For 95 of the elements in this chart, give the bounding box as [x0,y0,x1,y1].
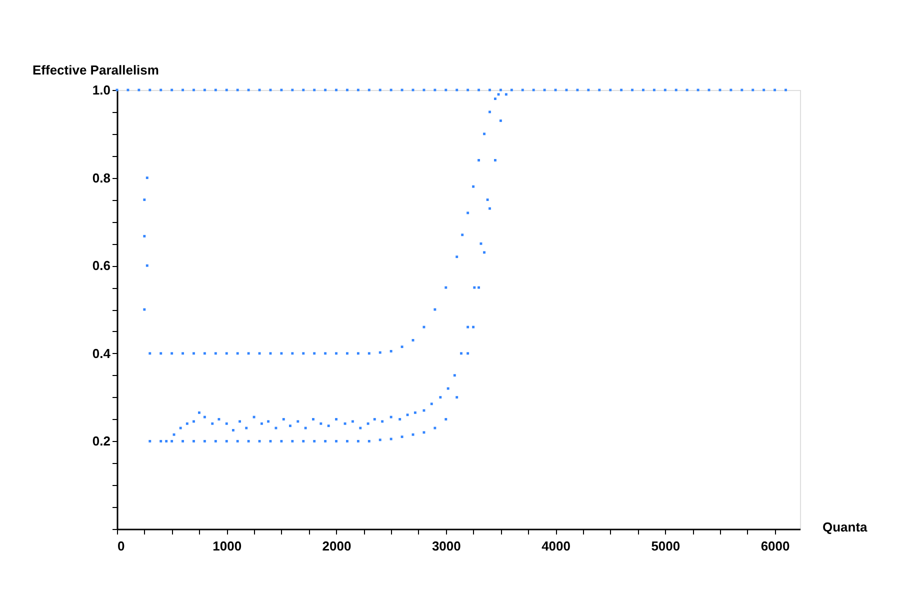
point [236,352,239,355]
point [304,426,307,430]
point [280,440,283,442]
point [378,438,382,442]
point [203,352,206,355]
point [430,402,433,406]
y-tick-label: 0.6 [92,258,110,274]
point [203,440,206,442]
point [247,440,250,442]
point [478,286,480,289]
point [351,420,354,423]
point [381,420,384,423]
y-tick-label: 1.0 [92,82,110,98]
point [366,422,370,425]
point [148,352,152,355]
point [170,352,174,355]
point [252,416,256,418]
x-tick-label: 6000 [760,538,790,554]
point [453,374,456,377]
x-tick-label: 5000 [651,538,680,554]
point [320,422,322,425]
point [313,440,316,442]
point [456,396,458,399]
point [288,424,292,428]
point [344,422,346,425]
point [214,352,217,355]
x-tick-label: 4000 [542,538,570,554]
point [461,234,464,236]
point [439,396,442,399]
point [179,426,182,430]
y-axis-title: Effective Parallelism [32,62,159,78]
point [302,352,305,355]
point [225,422,228,425]
point [203,416,206,418]
x-tick-label: 1000 [212,538,242,554]
point [160,440,162,442]
point [368,440,370,442]
point [245,426,248,430]
point [291,352,294,355]
point [327,424,330,428]
point [504,93,508,96]
point [267,420,270,423]
point [390,416,392,418]
point [143,234,146,238]
x-axis-title: Quanta [822,520,868,534]
point [466,212,470,214]
y-tick-label: 0.2 [92,434,110,449]
point [444,286,448,289]
point [238,420,242,423]
point [414,411,416,414]
point [324,440,327,442]
point [356,352,360,355]
point [146,264,148,267]
y-tick-label: 0.8 [92,170,110,186]
point [214,440,217,442]
point [170,440,174,442]
point [291,440,294,442]
point [274,426,278,430]
point [422,409,426,412]
point [434,426,436,430]
point [247,352,250,355]
point [390,350,392,352]
point [466,352,470,355]
point [302,440,305,442]
x-tick-label: 0 [118,538,125,554]
point [260,422,263,425]
point [356,440,360,442]
point [473,286,476,289]
point [480,242,482,245]
point [456,256,458,258]
point [472,326,475,328]
point [400,346,404,348]
x-tick-label: 3000 [432,538,461,554]
x-tick-label: 2000 [322,538,352,554]
point [148,440,152,442]
point [359,426,362,430]
point [225,352,228,355]
point [211,422,214,425]
point [422,431,426,434]
point [324,352,327,355]
point [472,185,475,188]
point [400,436,404,438]
y-tick-label: 0.4 [92,346,112,361]
point [160,352,162,355]
point [466,326,470,328]
point [313,352,316,355]
point [280,352,283,355]
point [165,440,168,442]
point [422,326,426,328]
point [225,440,228,442]
point [186,422,188,425]
point [236,440,239,442]
point [296,420,300,423]
point [368,352,370,355]
point [146,176,148,180]
